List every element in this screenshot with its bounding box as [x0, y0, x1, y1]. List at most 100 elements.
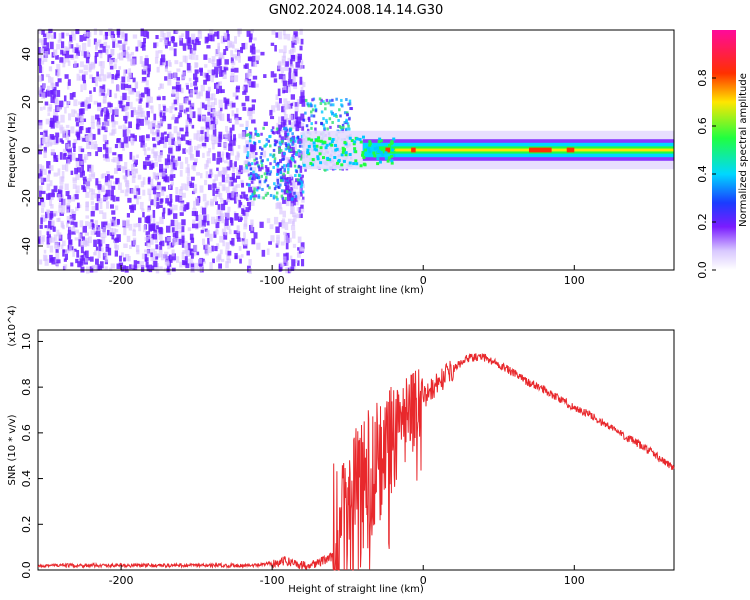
spectrogram-cell [38, 164, 43, 169]
spectrogram-cell [251, 162, 254, 166]
spectrogram-cell [144, 87, 149, 95]
spectrogram-cell [42, 254, 47, 262]
spectrogram-cell [71, 47, 76, 53]
spectrogram-cell [181, 226, 185, 233]
signal-band-hotspot [566, 147, 575, 153]
spectrogram-cell [219, 235, 224, 243]
spectrogram-cell [254, 132, 257, 136]
spectrogram-cell [252, 61, 258, 68]
spectrogram-cell [50, 225, 54, 230]
spectrogram-cell [228, 229, 232, 235]
spectrogram-cell [168, 131, 172, 139]
spectrogram-cell [273, 216, 279, 225]
spectrogram-cell [153, 200, 157, 207]
spectrogram-cell [156, 172, 160, 176]
spectrogram-cell [149, 178, 154, 186]
spectrogram-cell [46, 236, 51, 245]
spectrogram-cell [195, 150, 200, 157]
spectrogram-cell [75, 174, 80, 181]
spectrogram-cell [339, 126, 343, 130]
spectrogram-cell [296, 213, 301, 219]
spectrogram-cell [233, 185, 238, 193]
spectrogram-cell [101, 173, 107, 179]
spectrogram-cell [96, 264, 100, 271]
spectrogram-cell [228, 180, 232, 187]
spectrogram-cell [172, 232, 177, 237]
spectrogram-cell [348, 99, 352, 103]
spectrogram-cell [109, 267, 113, 272]
spectrogram-cell [92, 133, 96, 140]
spectrogram-cell [80, 50, 86, 57]
spectrogram-cell [252, 75, 258, 80]
spectrogram-cell [130, 90, 135, 95]
spectrogram-cell [215, 119, 219, 124]
spectrogram-cell [224, 59, 229, 65]
spectrogram-cell [286, 261, 289, 267]
spectrogram-cell [93, 228, 96, 233]
spectrogram-cell [72, 177, 77, 181]
spectrogram-cell [112, 181, 118, 185]
spectrogram-cell [288, 190, 292, 194]
spectrogram-cell [300, 122, 305, 127]
spectrogram-cell [218, 104, 224, 109]
spectrogram-cell [114, 250, 119, 257]
spectrogram-cell [207, 33, 212, 42]
spectrogram-cell [212, 143, 215, 150]
spectrogram-cell [311, 98, 314, 102]
spectrogram-cell [203, 215, 207, 223]
snr-y-label: SNR (10 * v/v) [7, 414, 18, 485]
spectrogram-cell [162, 95, 166, 101]
spectrogram-cell [164, 76, 168, 81]
spectrogram-cell [241, 131, 246, 139]
spectrogram-cell [290, 136, 294, 140]
spectrogram-cell [276, 240, 280, 246]
spectrogram-cell [70, 170, 74, 175]
signal-band-cell [306, 148, 310, 152]
spectrogram-cell [86, 50, 90, 56]
spectrogram-cell [48, 170, 51, 174]
spectrogram-cell [203, 54, 208, 60]
spectrogram-cell [255, 157, 258, 161]
spectrogram-cell [282, 80, 288, 86]
spectrogram-cell [299, 76, 303, 85]
spectrogram-cell [63, 49, 67, 54]
signal-band-cell [378, 160, 382, 164]
spectrogram-cell [213, 71, 218, 78]
spectrogram-cell [324, 168, 327, 172]
spectrogram-cell [238, 245, 242, 251]
spectrogram-cell [267, 139, 271, 143]
spectrogram-cell [42, 58, 48, 62]
spectrogram-cell [266, 191, 270, 195]
spectrogram-cell [329, 125, 332, 129]
spectrogram-cell [198, 116, 202, 122]
spectrogram-cell [169, 200, 172, 207]
spectrogram-cell [64, 50, 70, 59]
spectrogram-cell [168, 254, 173, 261]
spectrogram-cell [53, 109, 58, 117]
spectrogram-cell [173, 72, 177, 80]
spectrogram-cell [270, 71, 275, 78]
spectrogram-cell [151, 120, 156, 127]
spectrogram-cell [252, 170, 255, 174]
spectrogram-cell [199, 185, 204, 193]
spectrogram-cell [101, 108, 105, 112]
spectrogram-cell [252, 166, 257, 173]
spectrogram-cell [276, 252, 280, 257]
spectrogram-cell [70, 218, 74, 222]
spectrogram-cell [105, 31, 108, 40]
signal-band-cell [319, 146, 323, 150]
spectrogram-cell [200, 173, 203, 179]
spectrogram-cell [325, 118, 328, 122]
spectrogram-cell [290, 140, 293, 144]
y-tick-label: 20 [20, 95, 33, 109]
spectrogram-cell [114, 93, 118, 99]
spectrogram-cell [281, 174, 286, 180]
snr-y-ticks: 0.00.20.40.60.81.0 [20, 333, 43, 579]
spectrogram-cell [226, 30, 229, 37]
spectrogram-cell [239, 217, 243, 221]
spectrogram-cell [218, 109, 222, 113]
signal-band-cell [376, 150, 380, 154]
spectrogram-cell [169, 198, 173, 203]
spectrogram-cell [51, 60, 55, 65]
spectrogram-cell [90, 230, 95, 236]
